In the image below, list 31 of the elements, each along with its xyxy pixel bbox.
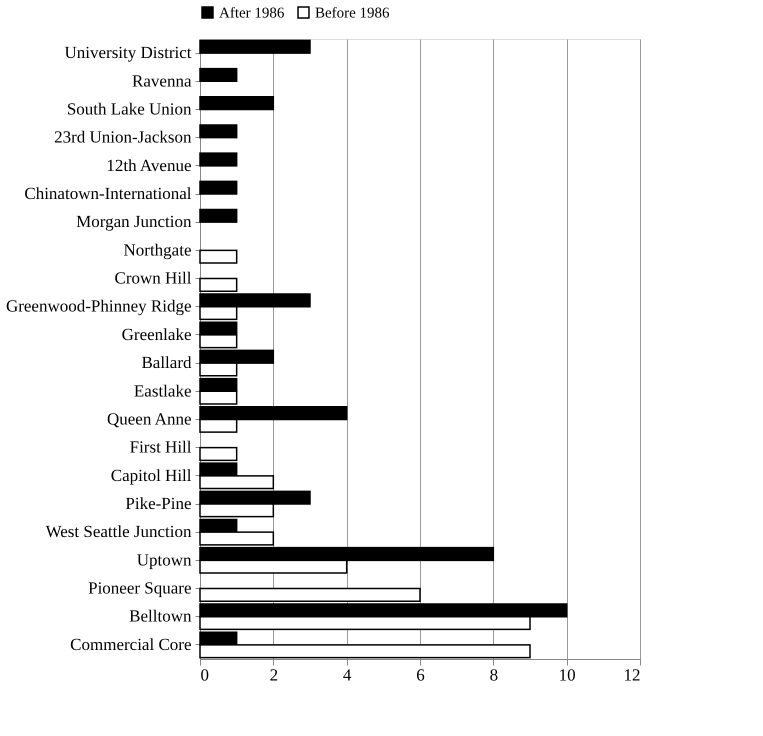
y-tick-label: Eastlake	[134, 381, 192, 400]
y-tick-label: Morgan Junction	[76, 212, 192, 232]
legend-label: Before 1986	[315, 6, 390, 22]
x-tick-label: 0	[200, 666, 209, 684]
legend-label: After 1986	[219, 6, 285, 22]
x-tick-label: 2	[270, 666, 278, 684]
y-tick-label: Commercial Core	[70, 634, 192, 654]
y-tick-label: West Seattle Junction	[46, 522, 192, 542]
y-tick-label: Queen Anne	[106, 409, 192, 428]
y-tick-label: Chinatown-International	[24, 184, 192, 203]
y-tick-label: Pioneer Square	[88, 578, 192, 598]
y-tick-label: Capitol Hill	[110, 466, 192, 485]
y-tick-label: Pike-Pine	[125, 494, 192, 513]
y-tick-label: First Hill	[130, 438, 192, 457]
y-tick-label: Belltown	[129, 606, 192, 626]
y-tick-label: South Lake Union	[66, 99, 192, 118]
y-tick-label: University District	[64, 43, 192, 62]
y-tick-label: Uptown	[136, 550, 192, 570]
y-tick-label: 23rd Union-Jackson	[54, 128, 192, 147]
x-tick-label: 10	[558, 666, 576, 684]
x-tick-label: 6	[416, 666, 425, 684]
y-tick-label: Greenlake	[122, 324, 192, 344]
y-tick-label: Northgate	[124, 240, 192, 260]
y-tick-label: 12th Avenue	[106, 156, 192, 175]
x-tick-label: 12	[624, 666, 640, 684]
y-tick-label: Greenwood-Phinney Ridge	[6, 296, 192, 316]
x-tick-label: 4	[342, 666, 352, 684]
x-tick-label: 8	[490, 666, 498, 684]
y-tick-label: Crown Hill	[114, 268, 192, 288]
y-tick-label: Ballard	[141, 353, 192, 372]
y-tick-label: Ravenna	[132, 71, 192, 90]
